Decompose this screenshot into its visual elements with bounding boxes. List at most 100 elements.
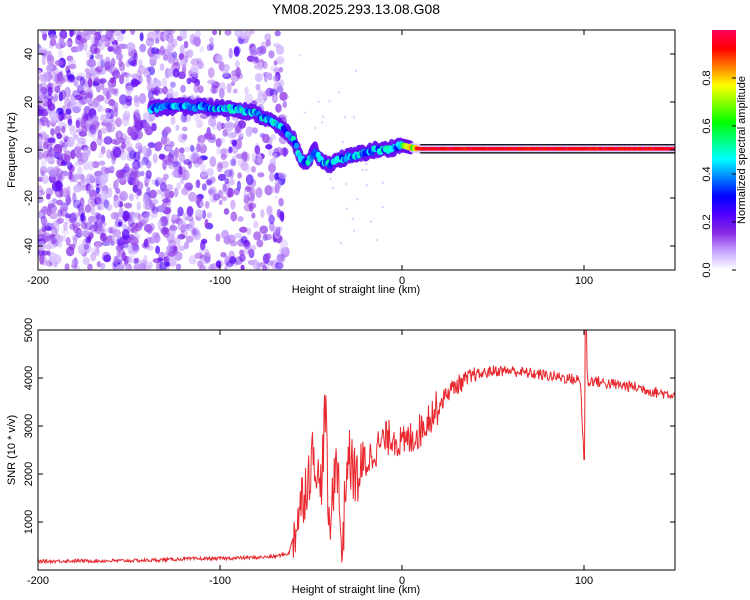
noise-blob: [146, 74, 152, 84]
noise-blob: [224, 121, 234, 132]
noise-blob: [199, 163, 207, 171]
noise-blob: [248, 202, 257, 209]
noise-blob: [168, 190, 175, 199]
noise-blob: [162, 173, 169, 180]
colorbar-ticks: 0.0 0.2 0.4 0.6 0.8: [701, 70, 736, 278]
noise-blob: [133, 94, 140, 103]
colorbar: 0.0 0.2 0.4 0.6 0.8 Normalized spectral ampl…: [701, 30, 748, 278]
noise-blob: [84, 32, 91, 41]
noise-blob: [230, 69, 240, 77]
noise-blob: [275, 226, 281, 237]
noise-blob: [132, 178, 137, 186]
noise-blob: [240, 235, 248, 244]
noise-blob: [205, 167, 214, 177]
noise-blob: [243, 189, 248, 200]
noise-blob: [42, 205, 48, 215]
snr-series-line: [38, 330, 675, 565]
noise-blob: [146, 224, 153, 235]
noise-blob: [72, 106, 81, 114]
noise-blob: [168, 162, 176, 170]
noise-blob: [168, 256, 177, 268]
noise-blob: [165, 145, 172, 151]
noise-blob: [178, 245, 186, 252]
noise-blob: [234, 256, 243, 265]
noise-blob: [154, 36, 160, 44]
noise-blob: [91, 161, 100, 169]
noise-blob: [125, 59, 131, 68]
noise-blob: [53, 223, 60, 234]
noise-blob: [90, 122, 100, 130]
noise-blob: [38, 228, 47, 237]
noise-blob: [87, 198, 92, 206]
noise-blob: [265, 144, 273, 150]
noise-blob: [246, 55, 256, 62]
noise-blob: [128, 249, 138, 255]
noise-blob: [274, 30, 281, 37]
spectrogram-y-axis-label: Frequency (Hz): [6, 112, 18, 188]
noise-blob: [85, 49, 92, 58]
noise-blob: [195, 179, 201, 189]
noise-blob: [221, 196, 227, 202]
noise-blob: [220, 251, 227, 258]
noise-blob: [181, 126, 188, 132]
noise-blob: [216, 161, 223, 173]
noise-blob: [231, 139, 237, 147]
noise-blob: [66, 162, 73, 171]
noise-blob: [125, 95, 133, 103]
noise-blob: [161, 77, 168, 87]
noise-blob: [105, 30, 112, 38]
noise-blob: [265, 39, 271, 47]
noise-blob: [178, 165, 183, 176]
noise-blob: [250, 245, 257, 251]
noise-blob: [69, 213, 77, 224]
noise-blob: [39, 253, 45, 265]
noise-blob: [207, 79, 216, 85]
noise-blob: [127, 219, 135, 227]
noise-speck: [381, 181, 385, 184]
noise-blob: [48, 203, 58, 214]
noise-blob: [182, 212, 188, 222]
noise-blob: [179, 30, 188, 40]
noise-blob: [41, 94, 46, 104]
noise-blob: [125, 85, 134, 94]
noise-blob: [154, 86, 160, 97]
noise-blob: [215, 260, 222, 269]
noise-blob: [84, 204, 92, 213]
noise-blob: [130, 30, 136, 35]
noise-blob: [203, 252, 212, 263]
noise-blob: [70, 149, 76, 160]
noise-blob: [57, 173, 63, 181]
noise-blob: [78, 96, 88, 105]
noise-blob: [282, 100, 288, 109]
noise-blob: [131, 226, 139, 234]
noise-blob: [251, 56, 260, 65]
noise-blob: [235, 60, 240, 68]
noise-blob: [91, 246, 100, 254]
noise-blob: [47, 137, 56, 144]
noise-blob: [167, 41, 175, 52]
noise-blob: [59, 140, 64, 146]
noise-blob: [50, 237, 57, 245]
noise-speck: [341, 140, 345, 144]
noise-blob: [63, 154, 71, 163]
y-tick-label: 1000: [23, 510, 35, 534]
noise-blob: [38, 90, 43, 99]
noise-blob: [38, 69, 42, 75]
noise-blob: [145, 37, 155, 47]
noise-blob: [185, 215, 194, 221]
noise-blob: [148, 209, 155, 221]
noise-blob: [189, 77, 199, 83]
noise-blob: [74, 160, 81, 167]
noise-blob: [123, 202, 133, 209]
noise-speck: [277, 82, 281, 86]
noise-blob: [122, 113, 131, 121]
noise-blob: [239, 30, 247, 38]
noise-blob: [112, 46, 122, 55]
noise-blob: [135, 108, 141, 119]
noise-blob: [66, 185, 71, 197]
noise-blob: [194, 252, 204, 259]
noise-blob: [103, 118, 109, 124]
noise-blob: [199, 210, 207, 219]
noise-blob: [278, 172, 287, 180]
noise-blob: [246, 227, 252, 236]
